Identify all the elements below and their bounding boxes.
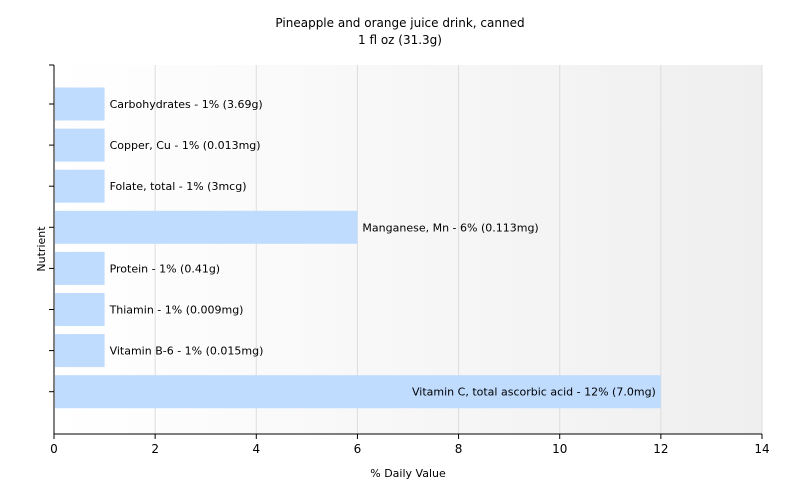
chart-title: Pineapple and orange juice drink, canned <box>275 16 524 30</box>
y-ticks <box>49 64 54 393</box>
bar <box>55 128 105 162</box>
bar <box>55 87 105 121</box>
chart-subtitle: 1 fl oz (31.3g) <box>358 33 442 47</box>
x-tick-label: 6 <box>354 442 362 456</box>
bar-label: Copper, Cu - 1% (0.013mg) <box>110 139 261 152</box>
bar <box>55 375 661 409</box>
bar-label: Carbohydrates - 1% (3.69g) <box>110 98 263 111</box>
bar <box>55 169 105 203</box>
bar <box>55 210 358 244</box>
x-tick-label: 8 <box>455 442 463 456</box>
bar-label: Thiamin - 1% (0.009mg) <box>109 304 244 317</box>
bar-label: Vitamin B-6 - 1% (0.015mg) <box>110 345 264 358</box>
bar-label: Manganese, Mn - 6% (0.113mg) <box>362 221 538 234</box>
x-ticks: 0 2 4 6 8 10 12 14 <box>50 434 770 456</box>
x-tick-label: 4 <box>252 442 260 456</box>
x-tick-label: 14 <box>754 442 769 456</box>
axes <box>53 65 762 435</box>
x-tick-label: 0 <box>50 442 58 456</box>
bar-label: Folate, total - 1% (3mcg) <box>110 180 247 193</box>
bar <box>55 293 105 326</box>
grid <box>154 65 763 434</box>
bar-label: Vitamin C, total ascorbic acid - 12% (7.… <box>412 386 656 399</box>
bar <box>55 251 105 285</box>
x-axis-label: % Daily Value <box>370 467 446 480</box>
x-tick-label: 2 <box>151 442 159 456</box>
bars: Carbohydrates - 1% (3.69g) Copper, Cu - 1… <box>55 87 661 409</box>
x-tick-label: 12 <box>653 442 668 456</box>
bar-label: Protein - 1% (0.41g) <box>110 262 221 275</box>
y-axis-label: Nutrient <box>35 226 48 272</box>
x-tick-label: 10 <box>552 442 567 456</box>
plot-background <box>54 65 762 434</box>
bar <box>55 334 105 368</box>
